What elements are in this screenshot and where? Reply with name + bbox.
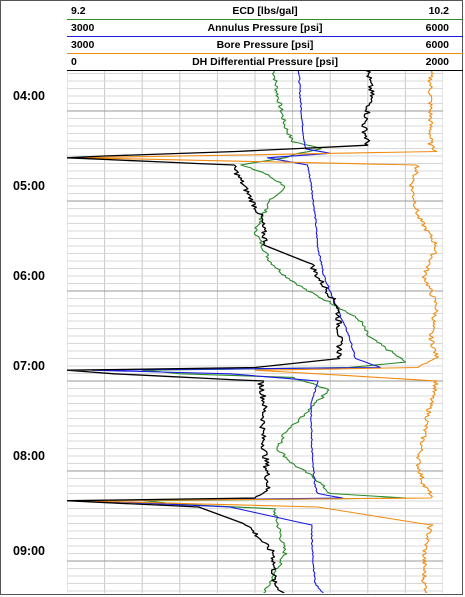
ecd-scale-line [67,19,463,20]
time-tick-label: 07:00 [13,359,45,373]
annulus-min-label: 3000 [71,22,95,34]
diff-max-label: 2000 [425,56,449,68]
ecd-min-label: 9.2 [71,5,86,17]
series-curve-2 [78,71,439,593]
diff-track-name: DH Differential Pressure [psi] [192,56,338,68]
annulus-track-name: Annulus Pressure [psi] [207,22,323,34]
time-tick-label: 05:00 [13,179,45,193]
diff-scale-line [67,70,463,71]
bore-track-name: Bore Pressure [psi] [216,39,314,51]
ecd-track-name: ECD [lbs/gal] [232,5,298,17]
ecd-max-label: 10.2 [428,5,449,17]
diff-track-header: 0 DH Differential Pressure [psi] 2000 [67,55,463,72]
annulus-max-label: 6000 [425,22,449,34]
diff-min-label: 0 [71,56,77,68]
bore-max-label: 6000 [425,39,449,51]
time-tick-label: 09:00 [13,544,45,558]
log-plot-area [67,71,443,593]
time-tick-label: 08:00 [13,449,45,463]
plot-curves [67,71,439,593]
series-curve-1 [91,71,381,593]
time-tick-label: 04:00 [13,89,45,103]
annulus-track-header: 3000 Annulus Pressure [psi] 6000 [67,21,463,38]
ecd-track-header: 9.2 ECD [lbs/gal] 10.2 [67,4,463,21]
series-curve-3 [67,71,375,593]
annulus-scale-line [67,36,463,37]
bore-track-header: 3000 Bore Pressure [psi] 6000 [67,38,463,55]
plot-grid [67,71,443,593]
bore-scale-line [67,53,463,54]
bore-min-label: 3000 [71,39,95,51]
time-tick-label: 06:00 [13,269,45,283]
